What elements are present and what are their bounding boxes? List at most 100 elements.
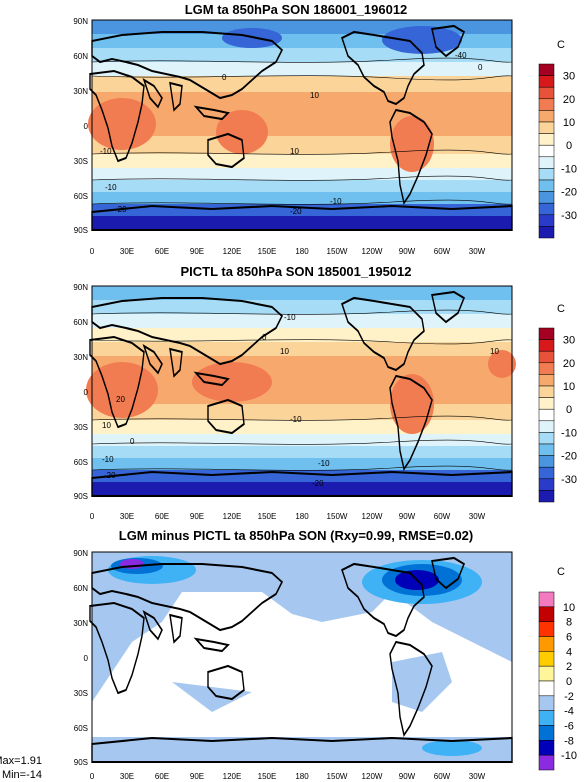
map-field [86, 285, 516, 498]
contour-label: -20 [104, 471, 116, 480]
colorbar-swatch [538, 374, 555, 387]
contour-label: 10 [102, 421, 111, 430]
colorbar: C 10 8 6 4 2 0 -2 -4 -6 -8 -10 [538, 566, 577, 771]
lon-tick-label: 180 [295, 247, 309, 256]
colorbar-label: -20 [561, 187, 577, 199]
lon-tick-label: 120E [223, 772, 242, 781]
max-value: Max=1.91 [0, 755, 42, 767]
colorbar-swatch [538, 110, 555, 123]
colorbar-unit: C [557, 566, 565, 578]
lat-tick-label: 0 [84, 388, 89, 397]
lon-tick-label: 60E [155, 512, 169, 521]
colorbar-swatch [538, 695, 555, 711]
colorbar-swatch [538, 420, 555, 433]
colorbar-swatch [538, 75, 555, 88]
lon-tick-label: 150W [327, 512, 348, 521]
map-field [88, 551, 514, 764]
contour-label: -10 [102, 455, 114, 464]
lon-tick-label: 120W [362, 512, 383, 521]
colorbar-swatch [538, 327, 555, 340]
lat-axis: 90N 60N 30N 0 30S 60S 90S [73, 549, 88, 767]
lon-tick-label: 90W [399, 772, 416, 781]
colorbar-label: -4 [564, 706, 574, 718]
colorbar-label: 6 [566, 632, 572, 644]
contour-label: 0 [130, 437, 135, 446]
lon-tick-label: 30W [469, 247, 486, 256]
contour-label: -20 [290, 207, 302, 216]
colorbar-label: -20 [561, 451, 577, 463]
lat-tick-label: 90N [73, 283, 88, 292]
colorbar-label: -8 [564, 735, 574, 747]
lon-tick-label: 60W [434, 247, 451, 256]
colorbar-swatch [538, 362, 555, 375]
colorbar-unit: C [557, 39, 565, 51]
contour-label: -10 [105, 183, 117, 192]
lon-tick-label: 0 [90, 772, 95, 781]
lon-tick-label: 180 [295, 772, 309, 781]
colorbar-swatch [538, 202, 555, 216]
lon-tick-label: 90W [399, 247, 416, 256]
contour-label: -10 [284, 313, 296, 322]
lon-tick-label: 60E [155, 247, 169, 256]
panel-title: LGM ta 850hPa SON 186001_196012 [185, 2, 408, 17]
lat-tick-label: 60N [73, 52, 88, 61]
colorbar-label: -30 [561, 210, 577, 222]
colorbar-swatch [538, 98, 555, 111]
lat-tick-label: 60S [74, 724, 88, 733]
lon-tick-label: 150E [258, 772, 277, 781]
colorbar-swatch [538, 725, 555, 741]
colorbar-label: 2 [566, 661, 572, 673]
lon-tick-label: 150W [327, 247, 348, 256]
lon-tick-label: 30E [120, 512, 134, 521]
lon-tick-label: 30W [469, 512, 486, 521]
colorbar-label: -10 [561, 750, 577, 762]
colorbar-swatch [538, 432, 555, 445]
contour-label: 10 [310, 91, 319, 100]
colorbar-label: 10 [563, 117, 575, 129]
contour-label: -10 [290, 415, 302, 424]
lon-tick-label: 120E [223, 247, 242, 256]
colorbar-swatch [538, 168, 555, 181]
colorbar-label: 10 [563, 602, 575, 614]
colorbar-swatch [538, 651, 555, 667]
colorbar-swatch [538, 408, 555, 422]
lat-tick-label: 60S [74, 458, 88, 467]
colorbar-swatch [538, 478, 555, 491]
contour-label: 0 [262, 333, 267, 342]
panel-difference: LGM minus PICTL ta 850hPa SON (Rxy=0.99,… [0, 528, 577, 781]
colorbar-swatch [538, 63, 555, 76]
contour-labels: -40 0 10 -10 10 -10 -20 -20 -10 0 [100, 51, 483, 216]
lat-axis: 90N 60N 30N 0 30S 60S 90S [73, 283, 88, 501]
lon-tick-label: 30W [469, 772, 486, 781]
colorbar-swatch [538, 621, 555, 637]
lon-tick-label: 150E [258, 512, 277, 521]
colorbar-swatch [538, 591, 555, 608]
lat-tick-label: 60N [73, 584, 88, 593]
lon-tick-label: 60W [434, 772, 451, 781]
colorbar-swatch [538, 443, 555, 456]
lon-tick-label: 90E [190, 772, 204, 781]
lat-tick-label: 30S [74, 689, 88, 698]
contour-label: 0 [222, 73, 227, 82]
colorbar-swatch [538, 191, 555, 204]
colorbar-swatch [538, 754, 555, 771]
colorbar-label: 0 [566, 404, 572, 416]
colorbar-swatch [538, 133, 555, 146]
lon-tick-label: 60E [155, 772, 169, 781]
colorbar-label: 20 [563, 358, 575, 370]
colorbar-unit: C [557, 303, 565, 315]
colorbar-label: 30 [563, 335, 575, 347]
contour-label: -10 [330, 197, 342, 206]
lat-axis: 90N 60N 30N 0 30S 60S 90S [73, 17, 88, 235]
lon-tick-label: 120W [362, 772, 383, 781]
lon-tick-label: 120W [362, 247, 383, 256]
colorbar-swatch [538, 214, 555, 227]
colorbar-swatch [538, 397, 555, 410]
colorbar-swatch [538, 710, 555, 726]
lat-tick-label: 90N [73, 17, 88, 26]
contour-label: -40 [455, 51, 467, 60]
lon-tick-label: 90W [399, 512, 416, 521]
lon-tick-label: 150E [258, 247, 277, 256]
colorbar-swatch [538, 144, 555, 158]
